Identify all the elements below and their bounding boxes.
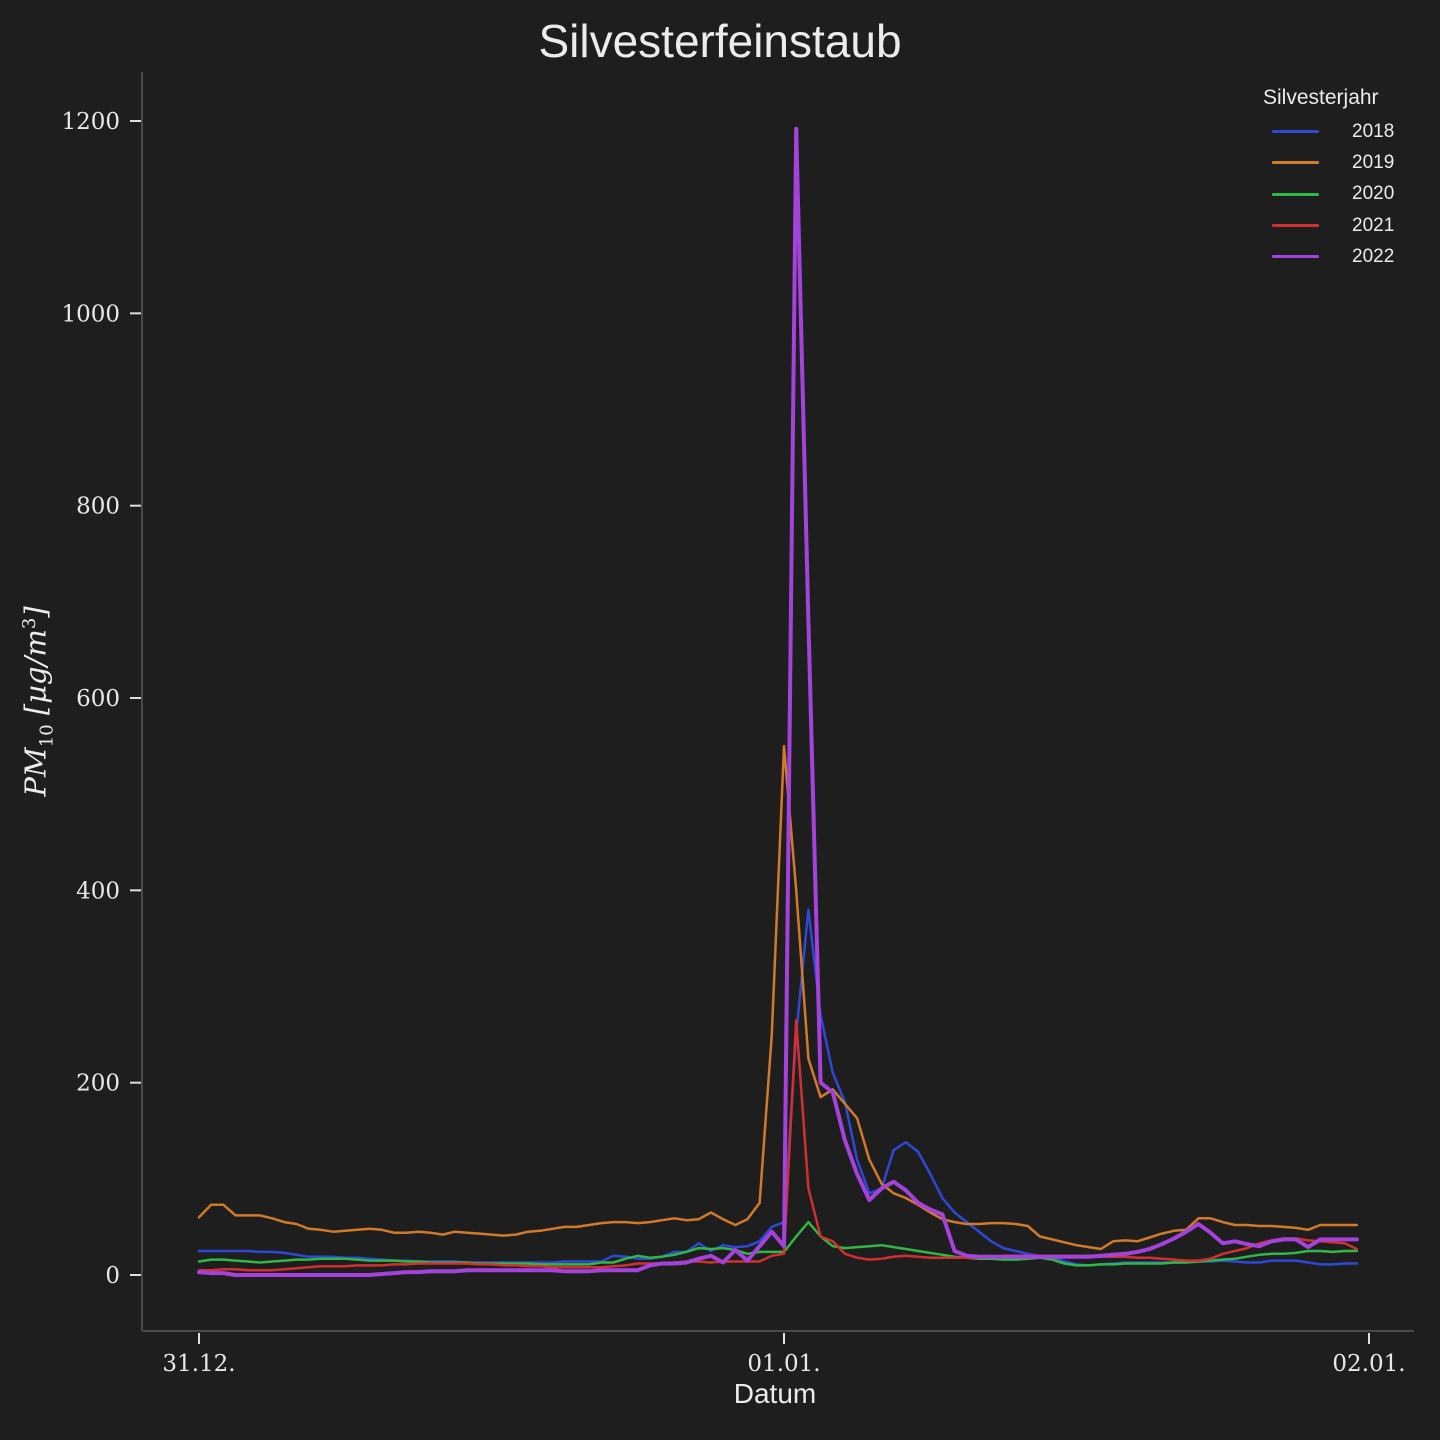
legend-item-2022: 2022 bbox=[1255, 241, 1405, 272]
legend-label: 2018 bbox=[1352, 120, 1395, 142]
y-tick-label: 200 bbox=[76, 1071, 120, 1097]
legend-label: 2019 bbox=[1352, 151, 1395, 173]
y-tick-label: 400 bbox=[76, 878, 120, 904]
series-line-2022 bbox=[197, 126, 1359, 1277]
legend-item-2018: 2018 bbox=[1255, 116, 1405, 147]
legend-swatch-icon bbox=[1272, 161, 1319, 165]
legend-label: 2022 bbox=[1352, 245, 1395, 267]
y-tick-label: 800 bbox=[76, 494, 120, 520]
y-tick-label: 600 bbox=[76, 686, 120, 712]
chart-title: Silvesterfeinstaub bbox=[538, 15, 902, 67]
y-label-sub: 10 bbox=[36, 724, 58, 748]
x-axis-label: Datum bbox=[733, 1378, 817, 1409]
y-label-unit: [µg/m bbox=[18, 629, 53, 716]
axes bbox=[141, 72, 1414, 1332]
y-ticks: 0 200 400 600 800 1000 1200 bbox=[61, 109, 141, 1289]
legend-swatch-icon bbox=[1272, 224, 1319, 228]
series-line-2019 bbox=[197, 744, 1359, 1251]
y-label-close: ] bbox=[18, 606, 53, 618]
x-tick-label: 01.01. bbox=[747, 1351, 820, 1377]
legend: Silvesterjahr 2018 2019 2020 2021 2022 bbox=[1255, 86, 1405, 272]
y-label-pm: PM bbox=[18, 747, 53, 797]
y-axis-label: PM10 [µg/m3] bbox=[19, 551, 58, 851]
y-tick-label: 0 bbox=[105, 1263, 120, 1289]
legend-label: 2021 bbox=[1352, 214, 1395, 236]
series-line-2018 bbox=[197, 908, 1359, 1267]
y-tick-label: 1000 bbox=[61, 301, 120, 327]
legend-swatch-icon bbox=[1272, 130, 1319, 134]
x-ticks: 31.12. 01.01. 02.01. bbox=[162, 1333, 1406, 1377]
x-tick-label: 31.12. bbox=[162, 1351, 235, 1377]
series-line-2021 bbox=[197, 1018, 1359, 1272]
legend-item-2019: 2019 bbox=[1255, 147, 1405, 178]
legend-item-2021: 2021 bbox=[1255, 210, 1405, 241]
y-label-sup: 3 bbox=[18, 617, 40, 630]
legend-swatch-icon bbox=[1272, 255, 1319, 259]
series-lines bbox=[197, 126, 1359, 1277]
series-line-2020 bbox=[197, 1220, 1359, 1267]
x-tick-label: 02.01. bbox=[1332, 1351, 1405, 1377]
legend-item-2020: 2020 bbox=[1255, 179, 1405, 210]
legend-title: Silvesterjahr bbox=[1263, 86, 1379, 109]
legend-swatch-icon bbox=[1272, 192, 1319, 196]
y-tick-label: 1200 bbox=[61, 109, 120, 135]
legend-label: 2020 bbox=[1352, 183, 1395, 205]
